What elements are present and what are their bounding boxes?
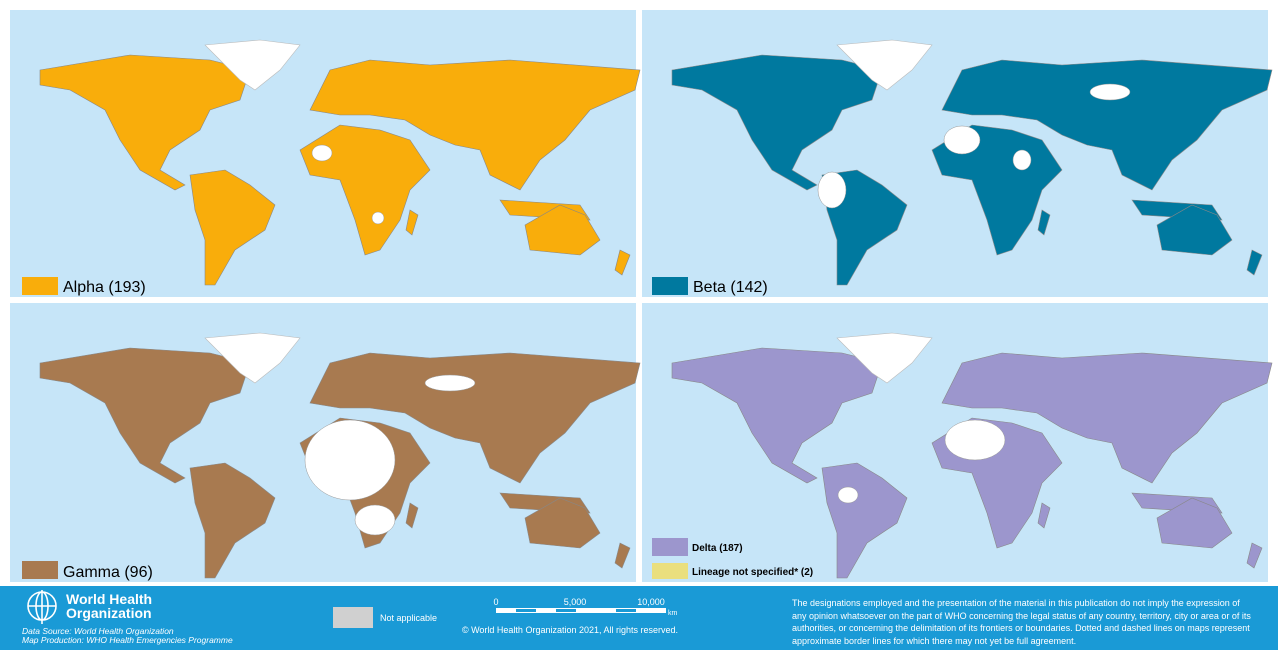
scale-label: 5,000 bbox=[564, 597, 587, 607]
disclaimer: The designations employed and the presen… bbox=[792, 598, 1251, 646]
scale-label: 0 bbox=[493, 597, 498, 607]
scale-unit: km bbox=[668, 610, 678, 617]
no-data-areas bbox=[304, 83, 1131, 536]
legend-swatch bbox=[652, 563, 688, 579]
legend-swatch bbox=[652, 277, 688, 295]
legend-label: Delta (187) bbox=[692, 543, 743, 554]
footer-bar bbox=[0, 586, 1278, 650]
legend-label: Beta (142) bbox=[693, 279, 768, 296]
org-name: Organization bbox=[66, 605, 152, 621]
legend-swatch bbox=[22, 277, 58, 295]
copyright: © World Health Organization 2021, All ri… bbox=[462, 625, 678, 635]
scale-label: 10,000 bbox=[637, 597, 665, 607]
legend-label: Gamma (96) bbox=[63, 564, 153, 581]
legend-label: Lineage not specified* (2) bbox=[692, 567, 813, 578]
legend-label: Alpha (193) bbox=[63, 279, 146, 296]
map-production: Map Production: WHO Health Emergencies P… bbox=[22, 635, 233, 645]
not-applicable-swatch bbox=[333, 607, 373, 628]
scale-bar bbox=[496, 608, 666, 613]
legend-swatch bbox=[22, 561, 58, 579]
org-name: World Health bbox=[66, 591, 152, 607]
legend-swatch bbox=[652, 538, 688, 556]
who-logo bbox=[27, 590, 57, 624]
not-applicable-label: Not applicable bbox=[380, 613, 437, 623]
data-source: Data Source: World Health Organization bbox=[22, 626, 174, 636]
